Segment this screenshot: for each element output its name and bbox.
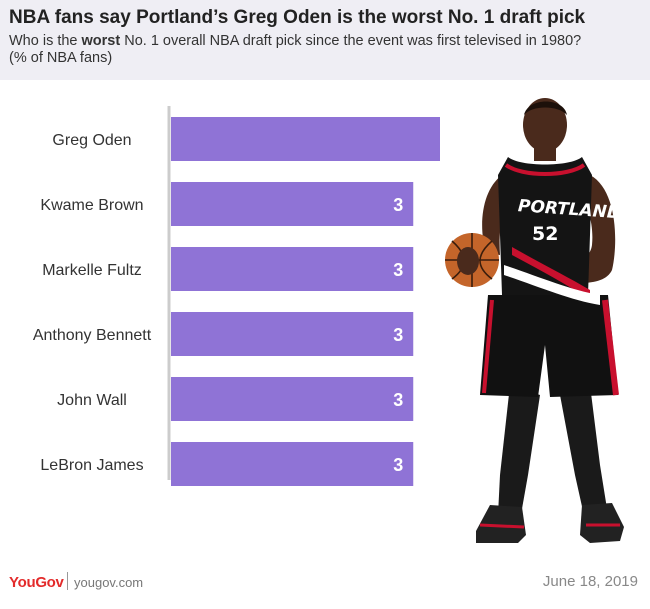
- bar-greg-oden: [171, 117, 440, 161]
- value-label: 3: [393, 325, 403, 345]
- player-photo: PORTLAND 52: [445, 98, 624, 543]
- footer-date: June 18, 2019: [542, 573, 638, 590]
- category-label: Kwame Brown: [40, 197, 143, 214]
- category-label: LeBron James: [40, 457, 143, 474]
- bar-kwame-brown: [171, 182, 414, 226]
- bar-lebron-james: [171, 442, 414, 486]
- subtitle-text-start: Who is the: [9, 33, 82, 49]
- jersey-number: 52: [532, 223, 558, 245]
- category-label: John Wall: [57, 392, 127, 409]
- category-label: Markelle Fultz: [42, 262, 142, 279]
- subtitle-unit: (% of NBA fans): [9, 50, 113, 66]
- yougov-logo[interactable]: YouGov: [9, 574, 64, 591]
- footer-url[interactable]: yougov.com: [74, 575, 144, 590]
- value-label: 3: [393, 195, 403, 215]
- category-label: Anthony Bennett: [33, 327, 152, 344]
- subtitle-text-end: No. 1 overall NBA draft pick since the e…: [120, 33, 582, 49]
- header: NBA fans say Portland’s Greg Oden is the…: [0, 0, 650, 80]
- category-label: Greg Oden: [52, 132, 131, 149]
- chart-subtitle: Who is the worst No. 1 overall NBA draft…: [9, 33, 639, 67]
- bar-anthony-bennett: [171, 312, 414, 356]
- value-label: 3: [393, 260, 403, 280]
- footer-divider: [67, 572, 68, 590]
- value-label: 3: [393, 390, 403, 410]
- bar-john-wall: [171, 377, 414, 421]
- value-label: 3: [393, 455, 403, 475]
- subtitle-emphasis: worst: [81, 33, 121, 49]
- bar-markelle-fultz: [171, 247, 414, 291]
- chart-title: NBA fans say Portland’s Greg Oden is the…: [9, 7, 586, 28]
